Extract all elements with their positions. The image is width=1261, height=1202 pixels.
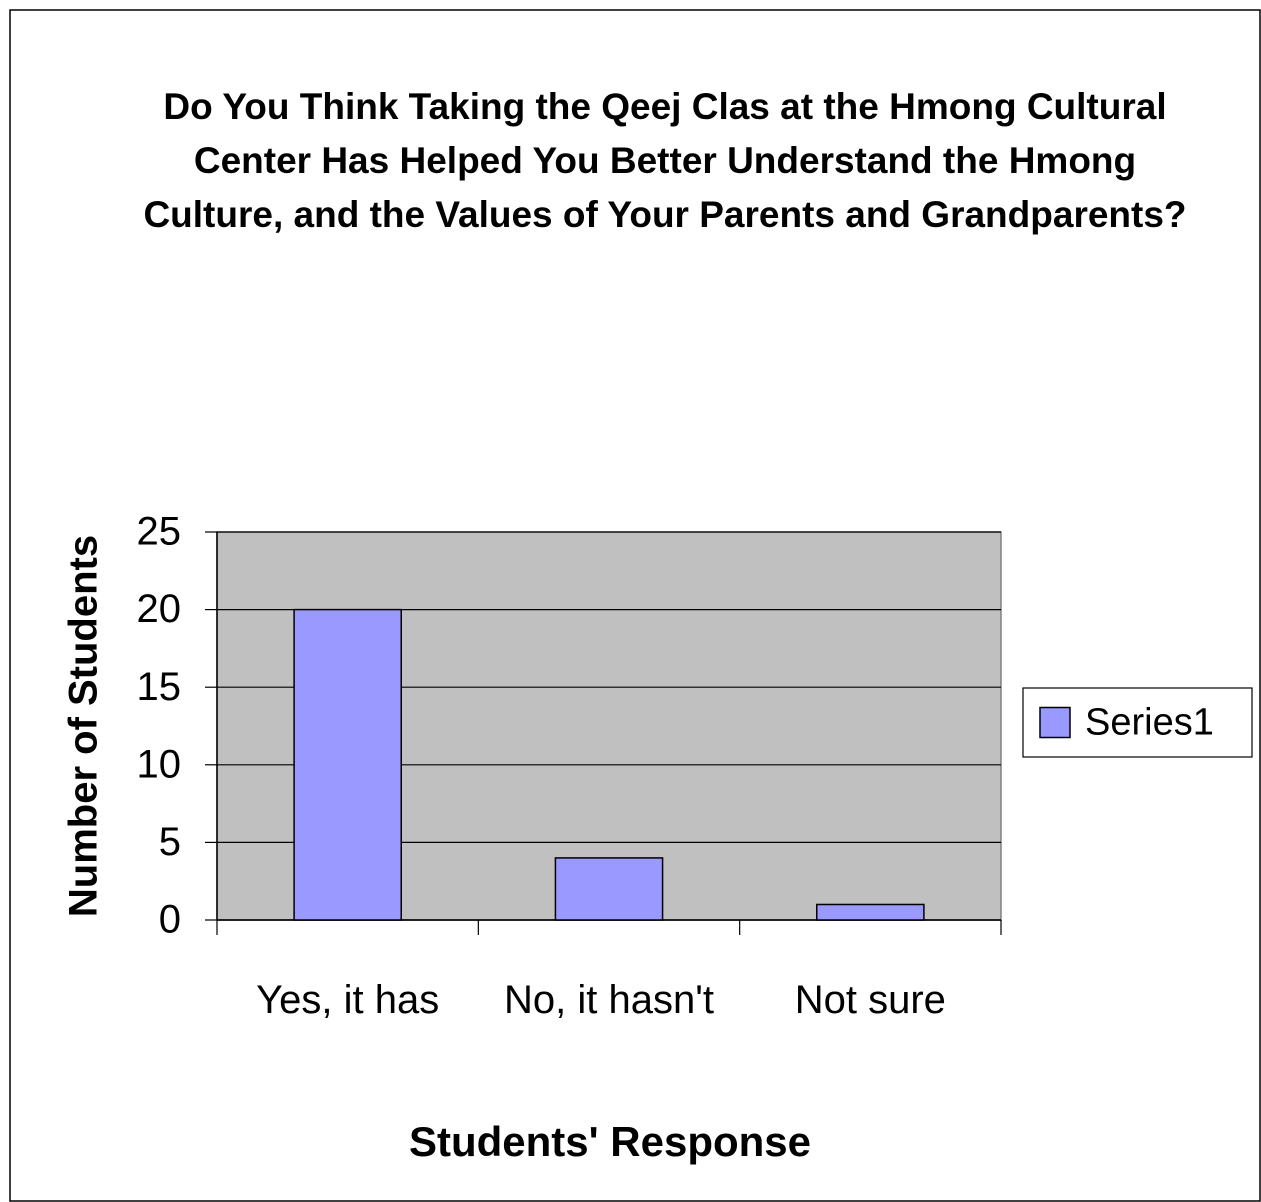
y-tick-label: 5 <box>159 820 181 864</box>
y-axis-title: Number of Students <box>62 535 106 917</box>
y-tick-label: 15 <box>137 665 182 709</box>
x-tick-label: No, it hasn't <box>504 978 714 1022</box>
legend-label: Series1 <box>1085 702 1214 744</box>
legend-swatch <box>1039 706 1071 739</box>
chart-title: Do You Think Taking the Qeej Clas at the… <box>143 86 1187 235</box>
bar <box>554 857 664 921</box>
bar <box>293 608 402 921</box>
x-tick-label: Yes, it has <box>256 978 440 1022</box>
y-tick-label: 25 <box>137 510 182 554</box>
y-tick-label: 0 <box>159 898 181 942</box>
y-tick-label: 10 <box>137 742 182 786</box>
x-axis-title: Students' Response <box>408 1118 812 1165</box>
x-tick-label: Not sure <box>794 978 946 1022</box>
bar <box>816 903 925 921</box>
y-tick-label: 20 <box>137 587 182 631</box>
